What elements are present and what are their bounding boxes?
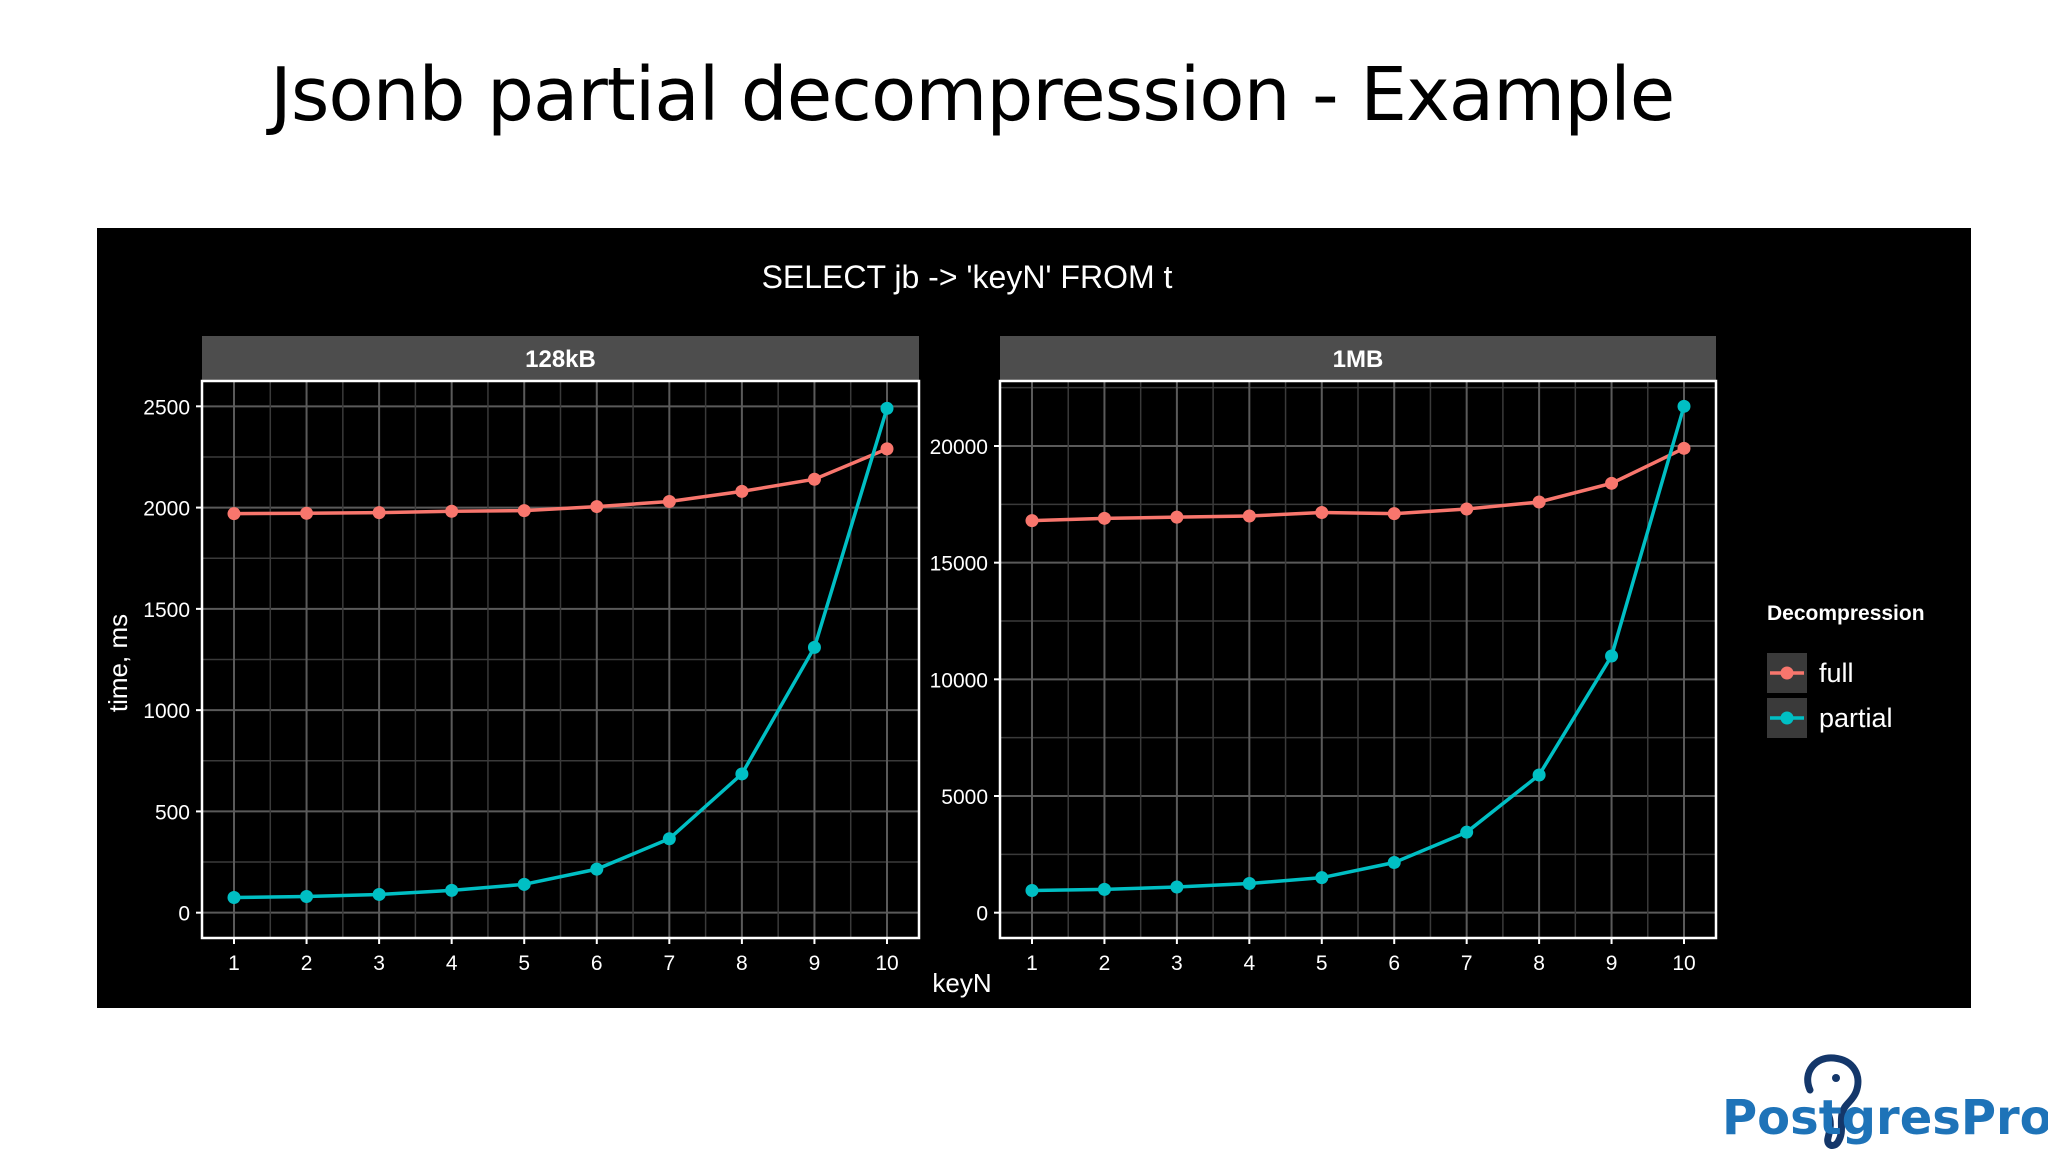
x-tick-label: 5 [518,952,530,975]
data-point-partial [1532,768,1546,782]
panel-128kB: 128kB 0 500 1000 1500 2000 2500 1 2 3 4 5 6 7 8 9 10 [143,336,921,975]
x-axis-label: keyN [932,968,991,998]
y-tick-label: 15000 [930,553,988,576]
y-axis-label: time, ms [103,614,133,712]
data-point-full [735,484,749,498]
chart-figure: SELECT jb -> 'keyN' FROM t keyN time, ms… [97,228,1971,1008]
x-tick-label: 4 [1243,952,1255,975]
panel-border [998,379,1718,940]
data-point-full [1605,476,1619,490]
y-tick-label: 500 [155,801,190,824]
facet-strip [202,336,919,380]
y-tick-label: 2000 [143,498,190,521]
x-tick-label: 3 [1171,952,1183,975]
legend-title: Decompression [1767,602,1925,625]
x-tick-label: 6 [1388,952,1400,975]
chart-svg: SELECT jb -> 'keyN' FROM t keyN time, ms… [103,259,1925,998]
x-tick-label: 6 [591,952,603,975]
facet-strip [1000,336,1716,380]
x-tick-label: 4 [446,952,458,975]
data-point-full [590,500,604,514]
y-tick-label: 0 [976,903,988,926]
y-tick-label: 20000 [930,436,988,459]
data-point-partial [590,862,604,876]
elephant-icon [1804,1054,1862,1149]
y-tick-label: 0 [178,903,190,926]
x-tick-label: 2 [1099,952,1111,975]
data-point-partial [1097,882,1111,896]
chart-title: SELECT jb -> 'keyN' FROM t [762,259,1173,295]
x-tick-label: 9 [1606,952,1618,975]
data-point-full [372,506,386,520]
data-point-partial [662,832,676,846]
slide-title: Jsonb partial decompression - Example [270,52,1675,138]
series-line-partial [1031,405,1686,893]
facet-strip-label: 128kB [525,346,596,373]
data-point-partial [880,401,894,415]
data-point-full [1242,509,1256,523]
data-point-partial [227,890,241,904]
data-point-partial [1677,399,1691,413]
data-point-full [1315,505,1329,519]
data-point-full [1460,502,1474,516]
data-point-partial [735,767,749,781]
y-tick-label: 2500 [143,396,190,419]
y-tick-label: 1000 [143,700,190,723]
data-point-full [1677,441,1691,455]
x-tick-label: 1 [1026,952,1038,975]
data-point-full [517,504,531,518]
data-point-partial [1387,856,1401,870]
data-point-partial [807,640,821,654]
data-point-partial [517,877,531,891]
y-tick-label: 5000 [941,786,988,809]
data-point-full [807,472,821,486]
x-tick-label: 10 [1672,952,1695,975]
x-tick-label: 8 [736,952,748,975]
panels-layer: 128kB 0 500 1000 1500 2000 2500 1 2 3 4 5 6 7 8 9 10 1MB 0… [143,336,1718,975]
data-point-full [1097,511,1111,525]
data-point-full [1532,495,1546,509]
series-line-full [1031,446,1685,523]
legend-key-point [1780,711,1794,725]
data-point-partial [1460,825,1474,839]
legend-label-full: full [1819,658,1854,688]
x-tick-label: 3 [373,952,385,975]
x-tick-label: 5 [1316,952,1328,975]
x-tick-label: 8 [1533,952,1545,975]
legend-label-partial: partial [1819,703,1893,733]
series-line-partial [233,407,889,900]
x-tick-label: 7 [1461,952,1473,975]
panel-border [200,379,921,940]
data-point-full [300,506,314,520]
facet-strip-label: 1MB [1333,346,1384,373]
x-tick-label: 7 [663,952,675,975]
y-tick-label: 10000 [930,669,988,692]
x-tick-label: 1 [228,952,240,975]
data-point-partial [1315,871,1329,885]
data-point-full [1170,510,1184,524]
data-point-partial [1242,877,1256,891]
data-point-partial [1605,649,1619,663]
y-tick-label: 1500 [143,599,190,622]
data-point-full [880,442,894,456]
postgrespro-logo: PostgresPro [1722,1050,2048,1152]
panel-1MB: 1MB 0 5000 10000 15000 20000 1 2 3 4 5 6 7 8 9 10 [930,336,1718,975]
legend: Decompression full partial [1767,602,1925,738]
legend-key-point [1780,666,1794,680]
data-point-partial [372,887,386,901]
data-point-full [1025,514,1039,528]
series-line-full [233,447,888,516]
data-point-full [662,495,676,509]
x-tick-label: 10 [875,952,898,975]
data-point-partial [300,889,314,903]
x-tick-label: 2 [301,952,313,975]
logo-text: PostgresPro [1722,1090,2048,1146]
data-point-full [1387,507,1401,521]
data-point-partial [1025,884,1039,898]
data-point-partial [1170,880,1184,894]
data-point-full [445,504,459,518]
data-point-partial [445,883,459,897]
x-tick-label: 9 [809,952,821,975]
data-point-full [227,507,241,521]
